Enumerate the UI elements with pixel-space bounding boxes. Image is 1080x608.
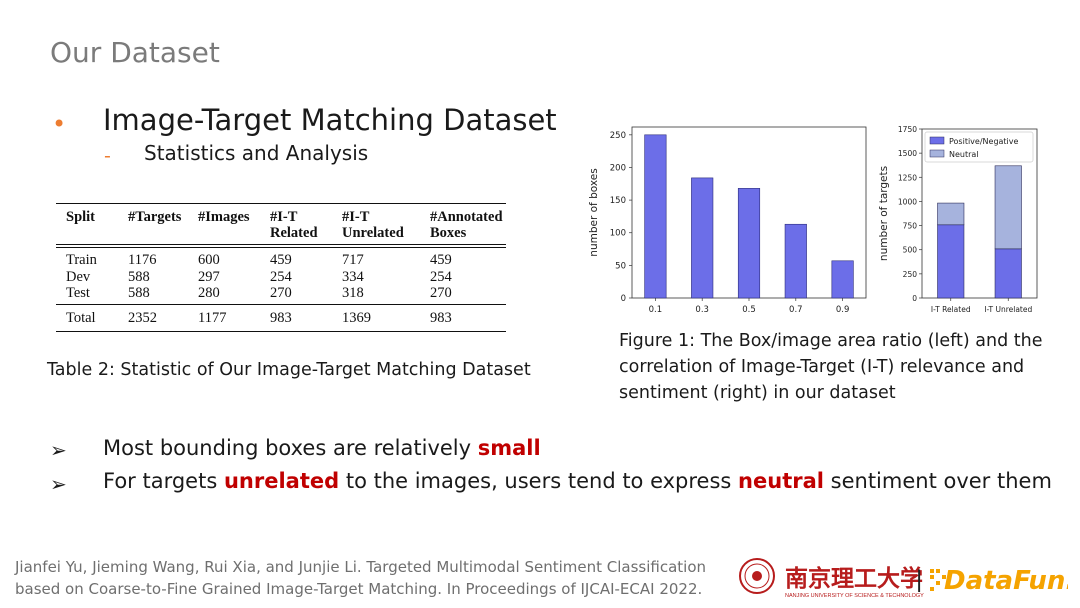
chart1-bar [691, 177, 714, 299]
chart2-xtick-label: I-T Related [931, 305, 971, 314]
chart2-ytick-label: 500 [903, 246, 918, 255]
chart2-xtick-label: I-T Unrelated [984, 305, 1032, 314]
chart2-bar-segment [994, 248, 1022, 299]
chart1-bar [644, 134, 667, 299]
conclusion-1: Most bounding boxes are relatively small [103, 436, 541, 460]
table-col-images: 600 297 280 [198, 252, 220, 301]
table-cell: 2352 [128, 309, 157, 326]
chart1-xtick-label: 0.7 [789, 305, 803, 315]
table-col-related: 459 254 270 [270, 252, 292, 301]
table-cell: 983 [430, 309, 452, 326]
chart2-ytick-label: 250 [903, 270, 918, 279]
university-name-cn: 南京理工大学 [785, 565, 923, 592]
chart1-xtick-label: 0.3 [695, 305, 709, 315]
chart2-ytick-label: 0 [912, 294, 917, 303]
logo-separator: | [916, 566, 922, 593]
table-col-split: Train Dev Test [66, 252, 97, 301]
chart1-bar [784, 223, 807, 299]
chart1-ytick-label: 250 [610, 131, 626, 141]
table-mid-rule-2 [56, 247, 506, 248]
arrow-bullet-icon: ➢ [50, 438, 67, 462]
table-header-cell: #Targets [128, 209, 182, 225]
figure-charts: 0.1 0.3 0.5 0.7 0.9 0 50 100 150 200 250 number of … [588, 125, 1038, 315]
datafun-logo: DataFun. [944, 566, 1068, 596]
chart2-bar-segment [994, 165, 1022, 250]
table-col-unrelated: 717 334 318 [342, 252, 364, 301]
chart1-xtick-label: 0.1 [649, 305, 663, 315]
conclusion-2: For targets unrelated to the images, use… [103, 469, 1052, 493]
university-name-en: NANJING UNIVERSITY OF SCIENCE & TECHNOLO… [785, 593, 924, 599]
table-top-rule [56, 203, 506, 204]
chart2-legend-label: Neutral [949, 150, 979, 159]
table-cell: 983 [270, 309, 292, 326]
chart1-ytick-label: 150 [610, 196, 626, 206]
figure-caption: Figure 1: The Box/image area ratio (left… [619, 331, 1043, 403]
logos: 南京理工大学 NANJING UNIVERSITY OF SCIENCE & T… [739, 558, 1068, 599]
main-bullet: Image-Target Matching Dataset [103, 103, 557, 137]
chart2-bar-segment [937, 224, 965, 299]
table-mid-rule [56, 244, 506, 245]
table-col-boxes: 459 254 270 [430, 252, 452, 301]
datafun-dots-icon [930, 569, 946, 591]
chart1-ytick-label: 50 [615, 261, 626, 271]
chart1-ytick-label: 0 [621, 294, 626, 304]
table-bottom-rule [56, 330, 506, 332]
table-header-cell: #I-T Related [270, 209, 318, 241]
sub-bullet-dash: - [104, 145, 111, 167]
table-cell: Total [66, 309, 96, 326]
university-seal-icon [739, 558, 775, 594]
arrow-bullet-icon: ➢ [50, 472, 67, 496]
chart2-legend-swatch [929, 136, 945, 145]
table-header-cell: Split [66, 209, 96, 225]
table-header-cell: #I-T Unrelated [342, 209, 404, 241]
table-cell: 1177 [198, 309, 227, 326]
chart2-ytick-label: 1500 [898, 149, 917, 158]
chart2-legend-swatch [929, 149, 945, 158]
chart2-bar-segment [937, 202, 965, 226]
chart1-ytick-label: 200 [610, 163, 626, 173]
chart2-ytick-label: 1000 [898, 197, 917, 206]
citation: Jianfei Yu, Jieming Wang, Rui Xia, and J… [15, 558, 707, 598]
bullet-dot: • [52, 110, 67, 138]
table-body: Train Dev Test 1176 588 588 600 297 280 459 254… [56, 248, 506, 304]
chart2-legend-label: Positive/Negative [949, 137, 1019, 146]
chart1-xtick-label: 0.9 [836, 305, 850, 315]
table-header-cell: #Annotated Boxes [430, 209, 503, 241]
statistics-table: Split #Targets #Images #I-T Related #I-T U… [56, 203, 506, 332]
chart2-ylabel: number of targets [878, 166, 890, 261]
table-caption: Table 2: Statistic of Our Image-Target M… [47, 360, 531, 380]
table-header-cell: #Images [198, 209, 250, 225]
chart1-ytick-label: 100 [610, 229, 626, 239]
chart1-bar [831, 260, 854, 299]
chart2-legend [924, 131, 1034, 163]
table-total-rule [56, 303, 506, 305]
table-cell: 1369 [342, 309, 371, 326]
chart1-ylabel: number of boxes [588, 168, 600, 256]
slide-title: Our Dataset [50, 36, 220, 69]
chart2-ytick-label: 1750 [898, 125, 917, 134]
chart2-ytick-label: 1250 [898, 173, 917, 182]
table-col-targets: 1176 588 588 [128, 252, 157, 301]
sub-bullet: Statistics and Analysis [144, 141, 369, 165]
chart2-ytick-label: 750 [903, 222, 918, 231]
chart1-bar [737, 188, 761, 299]
table-header-row: Split #Targets #Images #I-T Related #I-T U… [56, 204, 506, 244]
table-total-row: Total 2352 1177 983 1369 983 [56, 305, 506, 331]
chart1-xtick-label: 0.5 [742, 305, 756, 315]
